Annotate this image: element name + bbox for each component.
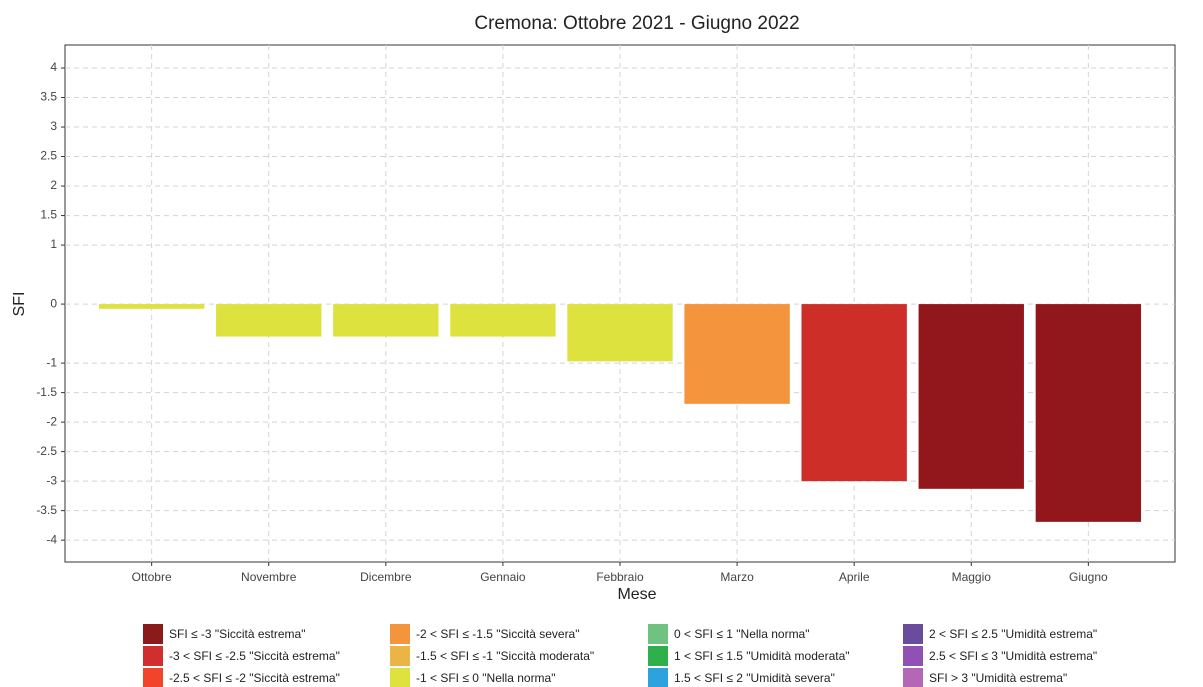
- legend-label: -2.5 < SFI ≤ -2 "Siccità estrema": [169, 671, 340, 685]
- legend-swatch: [390, 646, 410, 666]
- legend-swatch: [390, 668, 410, 687]
- legend-swatch: [143, 624, 163, 644]
- y-tick-label: 3.5: [40, 90, 57, 104]
- legend-label: -2 < SFI ≤ -1.5 "Siccità severa": [416, 627, 580, 641]
- x-tick-label: Giugno: [1069, 570, 1108, 584]
- legend-swatch: [648, 646, 668, 666]
- bar: [1035, 304, 1142, 522]
- x-axis-label: Mese: [617, 586, 656, 603]
- bar: [567, 304, 673, 362]
- x-tick-label: Novembre: [241, 570, 297, 584]
- y-tick-label: -2.5: [36, 444, 57, 458]
- x-tick-label: Ottobre: [132, 570, 172, 584]
- x-tick-label: Aprile: [839, 570, 870, 584]
- y-tick-label: -3: [46, 473, 57, 487]
- bar: [684, 304, 790, 404]
- y-tick-label: 2: [50, 178, 57, 192]
- legend-swatch: [648, 624, 668, 644]
- legend-label: 1 < SFI ≤ 1.5 "Umidità moderata": [674, 649, 850, 663]
- bar: [98, 304, 205, 309]
- legend-label: -1.5 < SFI ≤ -1 "Siccità moderata": [416, 649, 594, 663]
- y-tick-label: 2.5: [40, 149, 57, 163]
- y-tick-label: -1: [46, 355, 57, 369]
- y-tick-label: 4: [50, 60, 57, 74]
- legend-swatch: [648, 668, 668, 687]
- x-tick-label: Maggio: [952, 570, 992, 584]
- legend-swatch: [143, 668, 163, 687]
- bar: [918, 304, 1024, 489]
- x-tick-label: Dicembre: [360, 570, 412, 584]
- y-tick-label: -3.5: [36, 503, 57, 517]
- legend-swatch: [390, 624, 410, 644]
- legend-label: 0 < SFI ≤ 1 "Nella norma": [674, 627, 810, 641]
- legend-swatch: [903, 646, 923, 666]
- x-tick-label: Febbraio: [596, 570, 644, 584]
- x-tick-label: Gennaio: [480, 570, 526, 584]
- bar: [450, 304, 556, 337]
- bar: [216, 304, 322, 337]
- y-tick-label: 1.5: [40, 208, 57, 222]
- y-tick-label: 1: [50, 237, 57, 251]
- legend-label: -3 < SFI ≤ -2.5 "Siccità estrema": [169, 649, 340, 663]
- y-tick-label: -1.5: [36, 385, 57, 399]
- legend-swatch: [143, 646, 163, 666]
- y-axis-label: SFI: [11, 292, 28, 317]
- legend-label: SFI > 3 "Umidità estrema": [929, 671, 1067, 685]
- y-tick-label: -4: [46, 532, 57, 546]
- y-tick-label: 3: [50, 119, 57, 133]
- x-tick-label: Marzo: [720, 570, 754, 584]
- y-tick-label: -2: [46, 414, 57, 428]
- bar: [801, 304, 907, 482]
- chart-title: Cremona: Ottobre 2021 - Giugno 2022: [474, 13, 799, 34]
- legend-label: -1 < SFI ≤ 0 "Nella norma": [416, 671, 556, 685]
- bar: [333, 304, 439, 337]
- legend-label: 1.5 < SFI ≤ 2 "Umidità severa": [674, 671, 835, 685]
- legend-swatch: [903, 668, 923, 687]
- legend-label: 2 < SFI ≤ 2.5 "Umidità estrema": [929, 627, 1097, 641]
- legend-swatch: [903, 624, 923, 644]
- y-tick-label: 0: [50, 296, 57, 310]
- legend-label: 2.5 < SFI ≤ 3 "Umidità estrema": [929, 649, 1097, 663]
- legend-label: SFI ≤ -3 "Siccità estrema": [169, 627, 305, 641]
